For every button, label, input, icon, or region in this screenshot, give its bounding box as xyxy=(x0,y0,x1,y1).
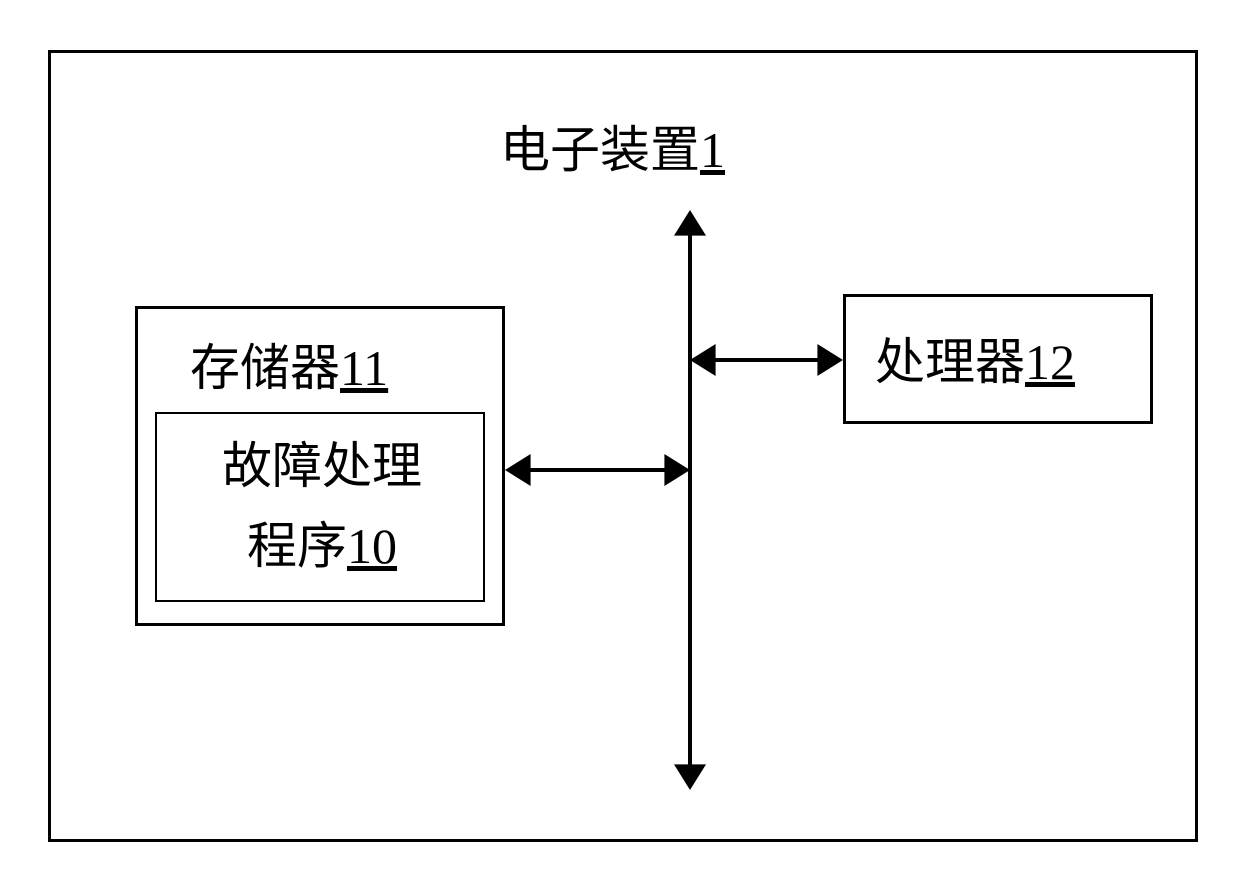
title-number: 1 xyxy=(700,122,725,178)
fault-program-text: 程序 xyxy=(247,518,347,574)
memory-text: 存储器 xyxy=(190,340,340,396)
processor-number: 12 xyxy=(1025,334,1075,390)
processor-label: 处理器12 xyxy=(875,322,1075,394)
diagram-canvas: 电子装置1 存储器11 故障处理 程序10 处理器12 xyxy=(0,0,1240,888)
title-text: 电子装置 xyxy=(500,122,700,178)
memory-label: 存储器11 xyxy=(190,328,388,400)
fault-program-number: 10 xyxy=(347,518,397,574)
diagram-title: 电子装置1 xyxy=(500,110,725,182)
fault-program-line1: 故障处理 xyxy=(157,426,487,498)
processor-text: 处理器 xyxy=(875,334,1025,390)
fault-program-line2: 程序10 xyxy=(157,506,487,578)
memory-number: 11 xyxy=(340,340,388,396)
fault-program-box: 故障处理 程序10 xyxy=(155,412,485,602)
